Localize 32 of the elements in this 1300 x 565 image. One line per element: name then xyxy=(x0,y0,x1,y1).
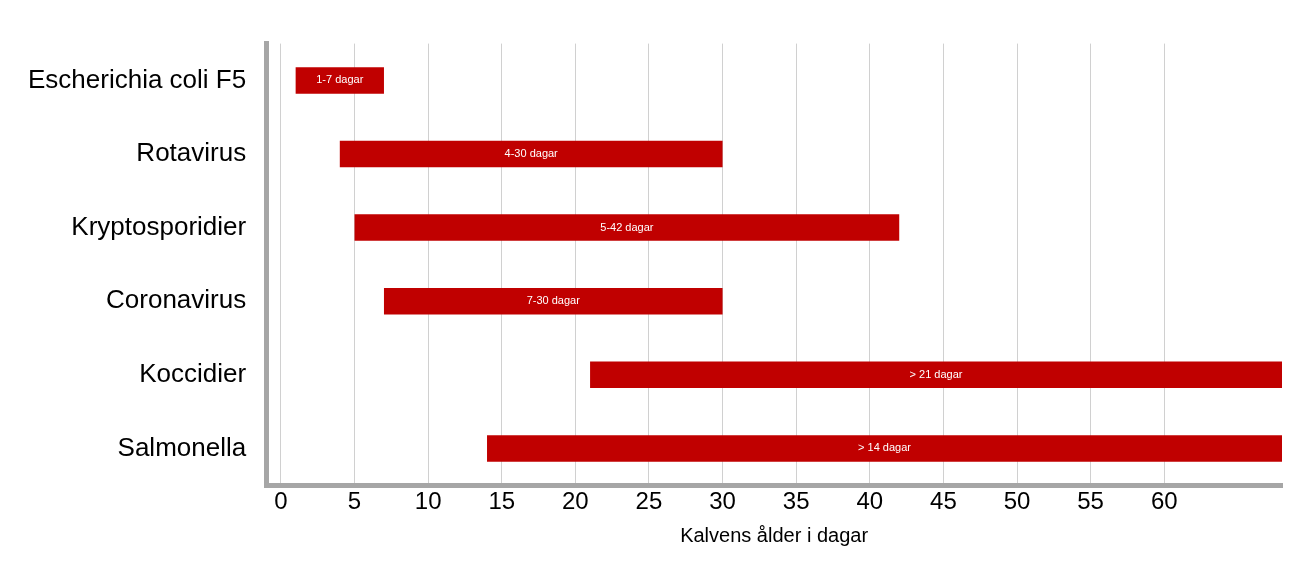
x-tick-label: 15 xyxy=(488,487,516,515)
data-label: 5-42 dagar xyxy=(600,220,654,233)
x-tick-label: 30 xyxy=(709,487,736,515)
x-tick-label: 0 xyxy=(274,487,288,515)
bar xyxy=(354,214,900,241)
data-label: 1-7 dagar xyxy=(316,73,364,86)
x-tick-label: 5 xyxy=(347,487,362,515)
x-tick-label: 10 xyxy=(414,487,442,515)
x-tick-label: 55 xyxy=(1077,487,1104,515)
x-axis-title: Kalvens ålder i dagar xyxy=(680,523,869,546)
bar xyxy=(383,287,723,315)
x-tick-label: 45 xyxy=(930,487,957,515)
y-tick-label: Escherichia coli F5 xyxy=(27,63,247,94)
x-tick-label: 60 xyxy=(1150,487,1178,515)
data-label: 4-30 dagar xyxy=(504,147,559,160)
x-tick-label: 35 xyxy=(782,487,810,515)
y-tick-label: Salmonella xyxy=(117,431,247,462)
bar xyxy=(487,435,1282,462)
y-tick-label: Rotavirus xyxy=(136,137,247,168)
bar xyxy=(295,67,384,94)
y-tick-label: Koccidier xyxy=(139,357,247,388)
x-tick-label: 50 xyxy=(1003,487,1031,515)
y-tick-label: Coronavirus xyxy=(106,284,247,315)
x-tick-label: 40 xyxy=(856,487,884,515)
y-tick-label: Kryptosporidier xyxy=(71,210,247,241)
data-label: > 21 dagar xyxy=(909,367,963,380)
x-tick-label: 20 xyxy=(562,487,589,515)
x-tick-label: 25 xyxy=(635,487,663,515)
bar xyxy=(339,140,723,168)
data-label: 7-30 dagar xyxy=(526,294,581,307)
bar xyxy=(590,361,1282,389)
data-label: > 14 dagar xyxy=(858,441,912,454)
